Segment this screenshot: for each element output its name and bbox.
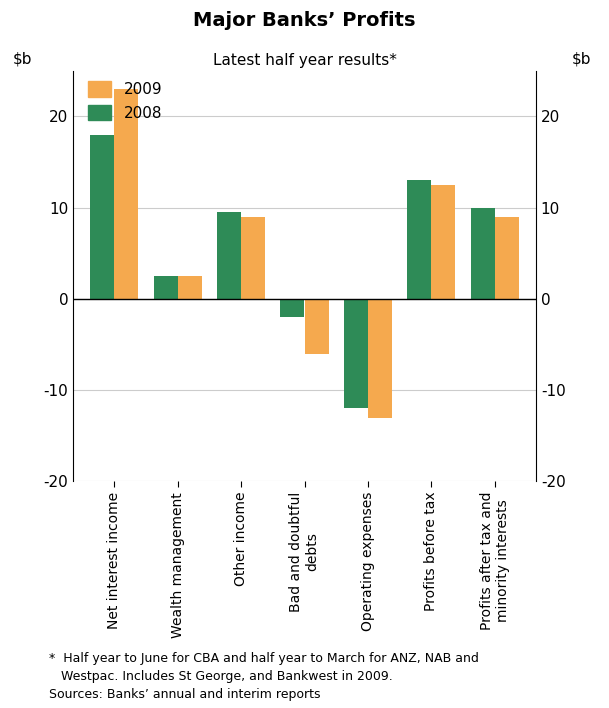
Bar: [153, 276, 178, 299]
Bar: [471, 207, 495, 299]
Bar: [344, 299, 368, 409]
Bar: [241, 217, 265, 299]
Title: Latest half year results*: Latest half year results*: [213, 53, 396, 68]
Bar: [217, 212, 241, 299]
Bar: [368, 299, 392, 418]
Bar: [304, 299, 329, 354]
Bar: [114, 89, 138, 299]
Bar: [280, 299, 304, 317]
Bar: [178, 276, 202, 299]
Text: $b: $b: [13, 52, 32, 67]
Bar: [90, 135, 114, 299]
Bar: [431, 185, 456, 299]
Bar: [407, 181, 431, 299]
Text: $b: $b: [572, 52, 591, 67]
Legend: 2009, 2008: 2009, 2008: [82, 75, 168, 127]
Text: Major Banks’ Profits: Major Banks’ Profits: [193, 11, 416, 30]
Text: *  Half year to June for CBA and half year to March for ANZ, NAB and
   Westpac.: * Half year to June for CBA and half yea…: [49, 652, 479, 701]
Bar: [495, 217, 519, 299]
